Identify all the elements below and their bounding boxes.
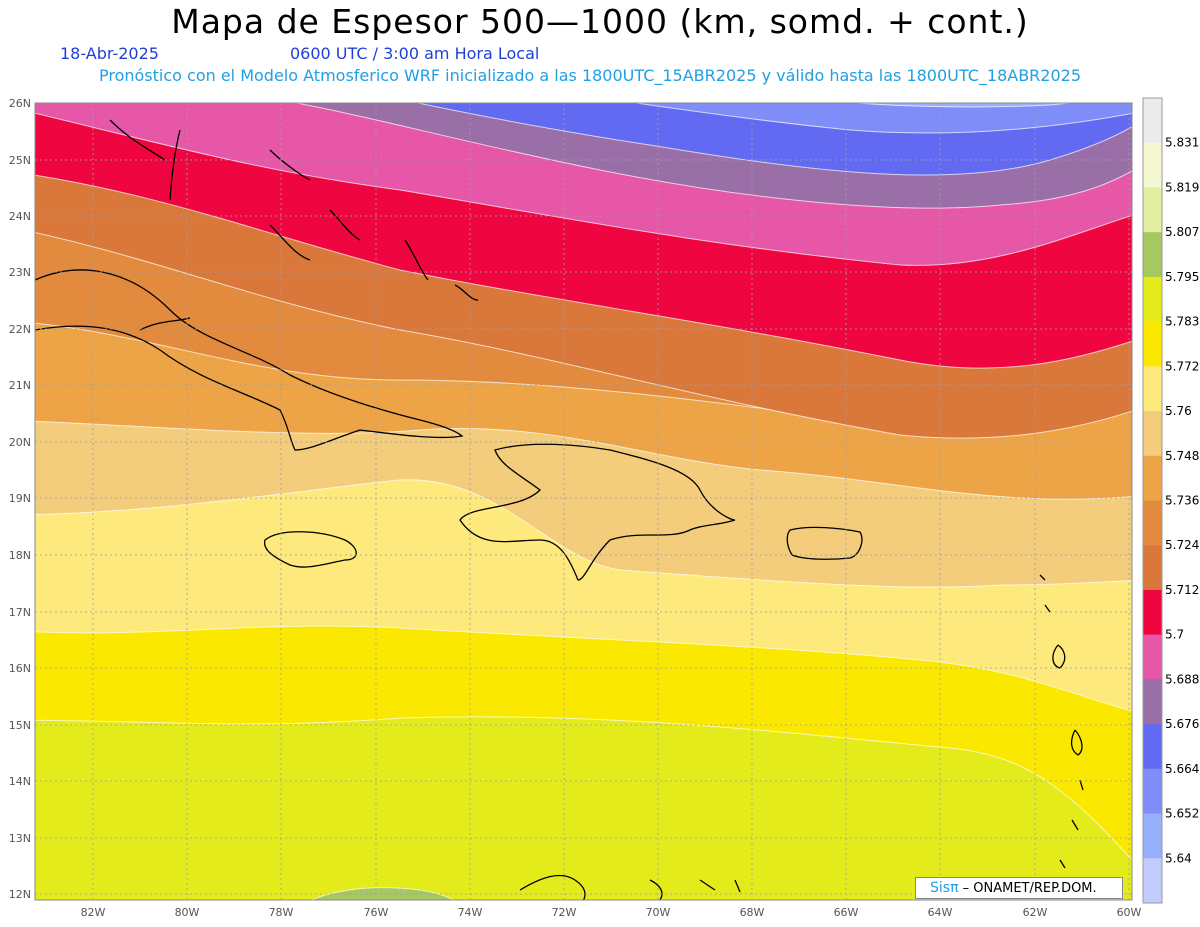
colorbar-swatch [1143, 724, 1162, 770]
coast-puerto-rico [786, 526, 863, 560]
lat-label: 14N [9, 775, 31, 788]
colorbar-swatch [1143, 589, 1162, 636]
colorbar: 5.831 5.819 5.807 5.795 5.783 5.772 5.76 5.748 5… [1142, 97, 1199, 904]
lat-label: 24N [9, 210, 31, 223]
colorbar-swatch [1143, 98, 1162, 144]
map-frame [34, 102, 1133, 901]
colorbar-swatch [1143, 545, 1162, 591]
lon-label: 70W [646, 906, 671, 919]
colorbar-label: 5.783 [1165, 315, 1199, 329]
colorbar-swatch [1143, 634, 1162, 680]
lon-label: 74W [458, 906, 483, 919]
coast-north-sa [519, 874, 1051, 900]
lat-label: 17N [9, 606, 31, 619]
colorbar-label: 5.652 [1165, 807, 1199, 821]
colorbar-label: 5.736 [1165, 494, 1199, 508]
lat-label: 26N [9, 97, 31, 110]
colorbar-label: 5.807 [1165, 225, 1199, 239]
valid-date: 18-Abr-2025 [60, 44, 159, 63]
colorbar-label: 5.64 [1165, 851, 1192, 865]
lat-label: 23N [9, 266, 31, 279]
colorbar-swatch [1143, 366, 1162, 412]
colorbar-label: 5.76 [1165, 404, 1192, 418]
lat-label: 15N [9, 719, 31, 732]
colorbar-swatch [1143, 813, 1162, 859]
credit-text: – ONAMET/REP.DOM. [962, 881, 1097, 896]
colorbar-label: 5.724 [1165, 538, 1199, 552]
colorbar-swatch [1143, 411, 1162, 457]
lat-label: 19N [9, 492, 31, 505]
colorbar-label: 5.831 [1165, 136, 1199, 150]
thickness-fill [35, 103, 1132, 900]
colorbar-swatch [1143, 768, 1162, 815]
valid-time: 0600 UTC / 3:00 am Hora Local [290, 44, 540, 63]
lon-axis: 82W 80W 78W 76W 74W 72W 70W 68W 66W 64W … [81, 906, 1142, 919]
lat-label: 25N [9, 154, 31, 167]
colorbar-label: 5.688 [1165, 672, 1199, 686]
credit-box: Sisπ – ONAMET/REP.DOM. [915, 877, 1123, 899]
colorbar-swatch [1143, 455, 1162, 501]
colorbar-swatch [1143, 142, 1162, 188]
lat-label: 16N [9, 662, 31, 675]
coast-bahamas [109, 119, 479, 331]
colorbar-swatch [1143, 276, 1162, 323]
colorbar-label: 5.676 [1165, 717, 1199, 731]
colorbar-swatch [1143, 679, 1162, 725]
colorbar-label: 5.819 [1165, 180, 1199, 194]
lat-label: 22N [9, 323, 31, 336]
lat-label: 21N [9, 379, 31, 392]
coast-jamaica [263, 531, 357, 568]
lon-label: 64W [928, 906, 953, 919]
lon-label: 68W [740, 906, 765, 919]
lat-label: 20N [9, 436, 31, 449]
lon-label: 72W [552, 906, 577, 919]
band-5-652 [850, 103, 1074, 108]
band-5-795 [310, 887, 455, 900]
coast-cuba [35, 269, 464, 451]
model-info: Pronóstico con el Modelo Atmosferico WRF… [98, 66, 1081, 85]
colorbar-label: 5.664 [1165, 762, 1199, 776]
lon-label: 80W [175, 906, 200, 919]
colorbar-frame [1142, 97, 1163, 904]
lon-label: 82W [81, 906, 106, 919]
colorbar-label: 5.7 [1165, 628, 1184, 642]
colorbar-label: 5.772 [1165, 359, 1199, 373]
colorbar-swatch [1143, 321, 1162, 367]
colorbar-label: 5.795 [1165, 270, 1199, 284]
lon-label: 76W [364, 906, 389, 919]
lat-label: 13N [9, 832, 31, 845]
lat-label: 12N [9, 888, 31, 901]
colorbar-label: 5.748 [1165, 449, 1199, 463]
colorbar-label: 5.712 [1165, 583, 1199, 597]
colorbar-swatch [1143, 232, 1162, 278]
lat-axis: 26N 25N 24N 23N 22N 21N 20N 19N 18N 17N … [9, 97, 31, 901]
lon-label: 66W [834, 906, 859, 919]
colorbar-swatch [1143, 500, 1162, 546]
lat-label: 18N [9, 549, 31, 562]
lon-label: 78W [269, 906, 294, 919]
lon-label: 60W [1117, 906, 1142, 919]
colorbar-swatch [1143, 187, 1162, 233]
band-5-664 [632, 103, 1132, 134]
map-title: Mapa de Espesor 500—1000 (km, somd. + co… [171, 2, 1029, 41]
lon-label: 62W [1023, 906, 1048, 919]
colorbar-swatch [1143, 858, 1162, 904]
credit-brand: Sisπ [930, 880, 959, 896]
coast-hispaniola [459, 443, 736, 581]
